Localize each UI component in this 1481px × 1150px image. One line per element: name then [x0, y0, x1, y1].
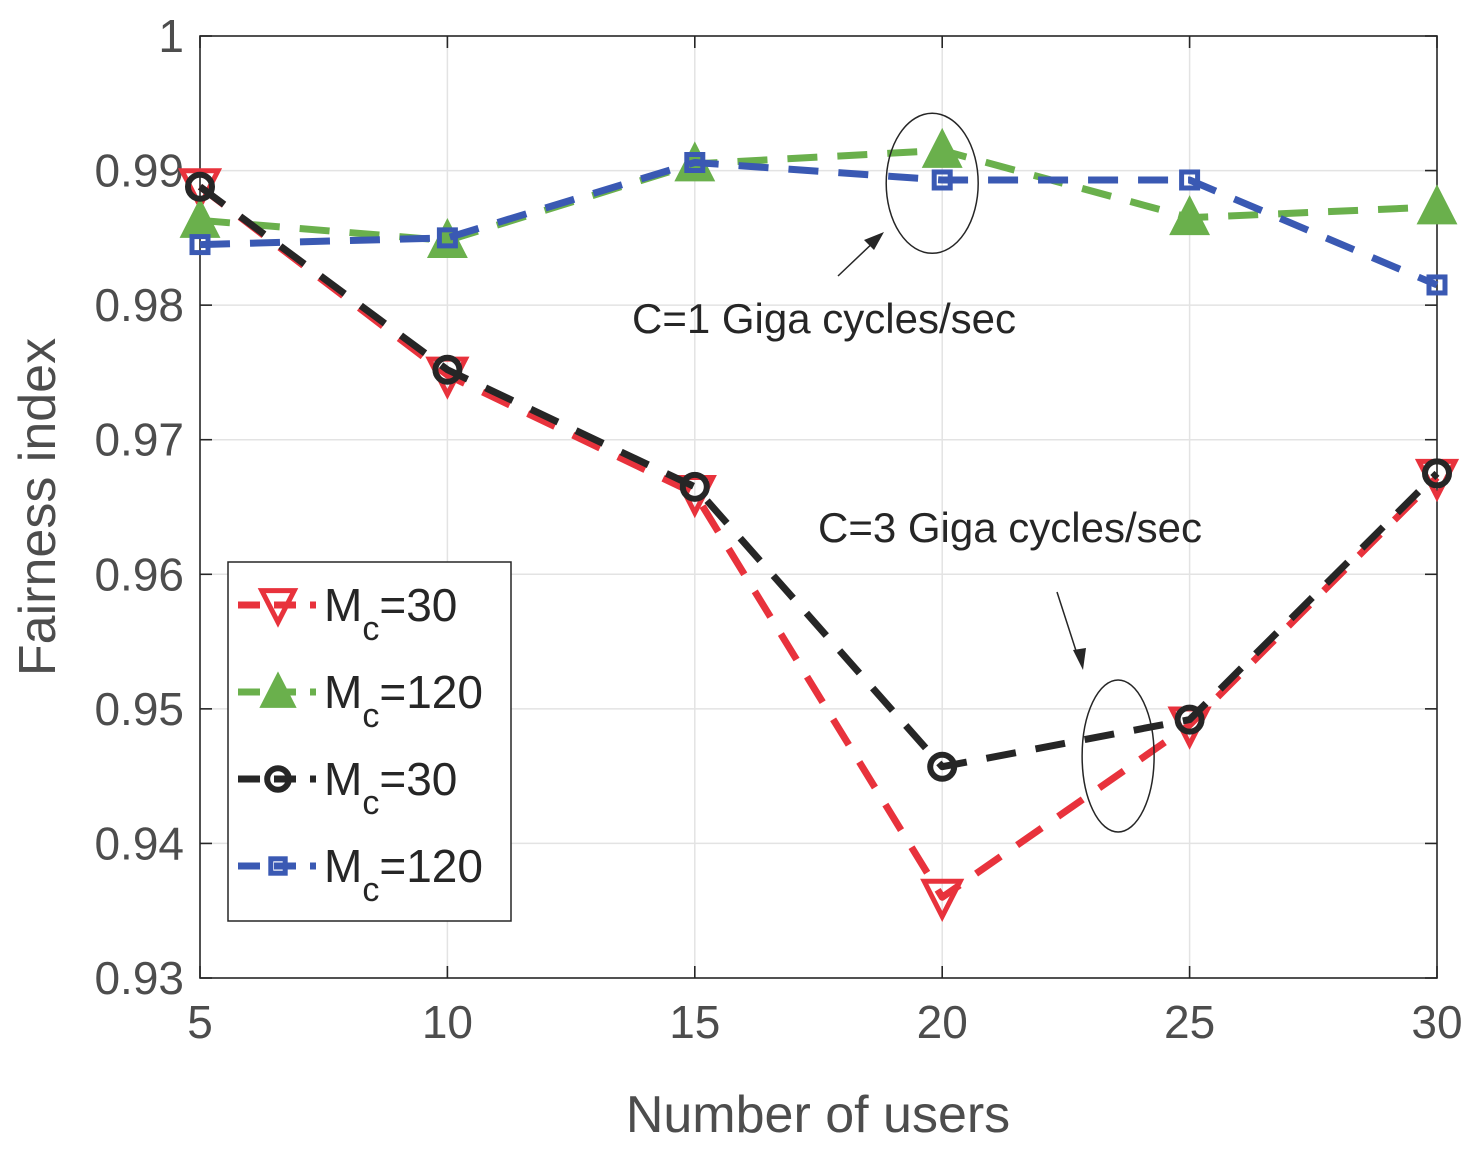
annotation-arrow [1056, 591, 1080, 661]
x-tick-label: 25 [1164, 996, 1215, 1048]
plot-area-frame [199, 35, 1438, 979]
legend-entry: Mc=120 [238, 840, 483, 909]
data-point [927, 751, 958, 782]
annotation-label: C=3 Giga cycles/sec [818, 504, 1202, 551]
data-point [1174, 704, 1205, 735]
y-tick-label: 0.93 [94, 952, 184, 1004]
y-tick-label: 1 [158, 10, 184, 62]
y-tick-label: 0.99 [94, 145, 184, 197]
data-point [185, 171, 215, 202]
x-tick-label: 10 [422, 996, 473, 1048]
legend-label: Mc=120 [324, 666, 483, 735]
legend-marker [264, 765, 292, 793]
legend-marker [259, 671, 297, 708]
data-point [679, 471, 710, 502]
legend: Mc=30 Mc=120 Mc=30 Mc=120 [227, 561, 512, 922]
series-line [197, 183, 1440, 901]
x-tick-label: 20 [917, 996, 968, 1048]
legend-label: Mc=30 [324, 753, 457, 822]
data-point [1422, 458, 1452, 489]
x-tick-label: 30 [1411, 996, 1462, 1048]
data-point [436, 227, 458, 249]
x-tick-label: 15 [669, 996, 720, 1048]
legend-marker [257, 588, 299, 628]
data-point [931, 169, 953, 191]
data-point [1426, 274, 1448, 296]
data-point [1169, 195, 1211, 236]
series-line [197, 183, 1440, 771]
data-series [177, 127, 1460, 922]
legend-entry: Mc=120 [238, 666, 483, 735]
data-point [432, 354, 463, 385]
series-line [199, 158, 1439, 289]
series-line [199, 146, 1438, 245]
axis-ticks: 5 10 15 20 25 30 0.93 0.94 0.95 0.96 0.97 0.98 0.99 1 [94, 10, 1462, 1048]
annotation-label: C=1 Giga cycles/sec [632, 295, 1016, 342]
legend-entry: Mc=30 [238, 753, 457, 822]
legend-entry: Mc=30 [238, 579, 457, 648]
series-3 [189, 151, 1448, 296]
data-point [921, 127, 963, 168]
legend-label: Mc=30 [324, 579, 457, 648]
annotations: C=1 Giga cycles/sec C=3 Giga cycles/sec [632, 112, 1202, 833]
data-point [1179, 169, 1201, 191]
data-point [189, 234, 211, 256]
annotation-arrowhead [864, 232, 884, 250]
series-2 [185, 171, 1452, 782]
y-tick-label: 0.96 [94, 548, 184, 600]
data-point [920, 878, 965, 922]
y-tick-label: 0.95 [94, 683, 184, 735]
x-tick-label: 5 [187, 996, 213, 1048]
y-axis-title: Fairness index [9, 338, 67, 676]
data-point [684, 151, 706, 173]
y-tick-label: 0.97 [94, 414, 184, 466]
x-axis-title: Number of users [626, 1086, 1010, 1144]
legend-label: Mc=120 [324, 840, 483, 909]
annotation-ellipse [885, 112, 979, 255]
y-tick-label: 0.98 [94, 279, 184, 331]
data-point [1416, 184, 1458, 225]
legend-marker [268, 856, 288, 876]
y-tick-label: 0.94 [94, 817, 184, 869]
annotation-ellipse [1081, 679, 1155, 833]
annotation-arrowhead [1073, 648, 1086, 670]
